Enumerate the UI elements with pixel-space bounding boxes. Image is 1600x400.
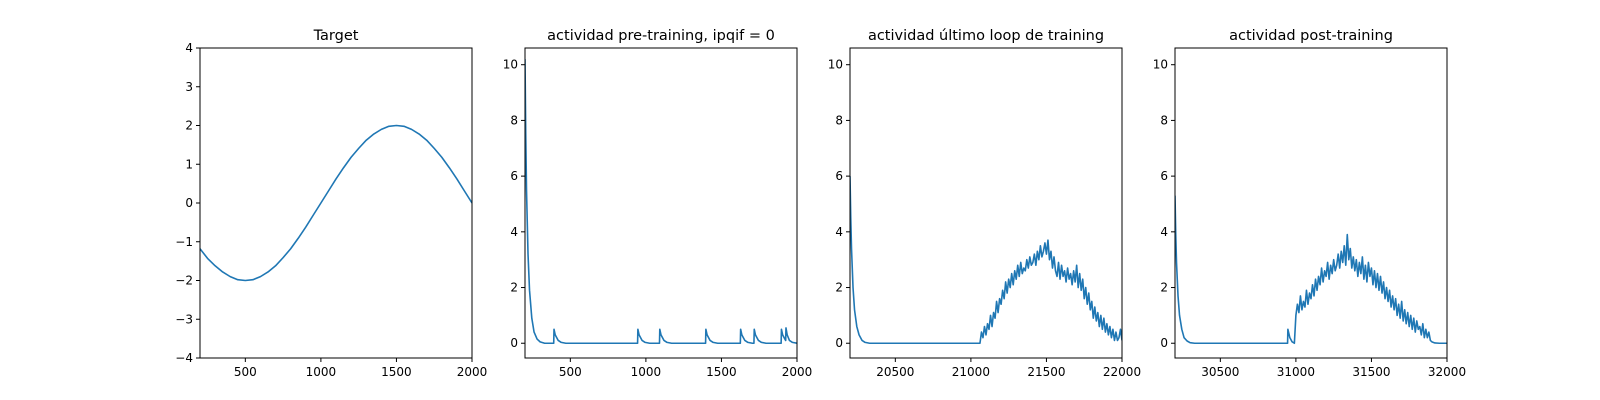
y-tick-label: 8 xyxy=(1160,113,1168,127)
x-tick-label: 22000 xyxy=(1103,365,1141,379)
y-tick-label: 2 xyxy=(1160,281,1168,295)
y-tick-label: −2 xyxy=(175,274,193,288)
series-line xyxy=(1175,195,1447,345)
series-line xyxy=(525,59,797,345)
y-tick-label: 10 xyxy=(503,58,518,72)
x-tick-label: 21000 xyxy=(952,365,990,379)
y-tick-label: 4 xyxy=(185,41,193,55)
axes-frame xyxy=(199,47,473,359)
axes-frame xyxy=(524,47,798,359)
y-tick-label: −1 xyxy=(175,235,193,249)
x-tick-label: 32000 xyxy=(1428,365,1466,379)
x-tick-label: 1000 xyxy=(306,365,337,379)
chart-title: Target xyxy=(313,28,359,44)
y-tick-label: 4 xyxy=(1160,225,1168,239)
y-tick-label: 8 xyxy=(510,113,518,127)
chart-title: actividad pre-training, ipqif = 0 xyxy=(547,28,775,44)
y-tick-label: 10 xyxy=(1153,58,1168,72)
x-tick-label: 500 xyxy=(559,365,582,379)
x-tick-label: 31000 xyxy=(1277,365,1315,379)
y-tick-label: −4 xyxy=(175,351,193,365)
y-tick-label: 0 xyxy=(1160,336,1168,350)
y-tick-label: 8 xyxy=(835,113,843,127)
y-tick-label: 4 xyxy=(835,225,843,239)
x-tick-label: 31500 xyxy=(1352,365,1390,379)
y-tick-label: 6 xyxy=(835,169,843,183)
y-tick-label: 0 xyxy=(510,336,518,350)
x-tick-label: 500 xyxy=(234,365,257,379)
y-tick-label: 0 xyxy=(835,336,843,350)
y-tick-label: 3 xyxy=(185,80,193,94)
x-tick-label: 1500 xyxy=(706,365,737,379)
y-tick-label: 2 xyxy=(835,281,843,295)
x-tick-label: 2000 xyxy=(782,365,813,379)
y-tick-label: 1 xyxy=(185,157,193,171)
x-tick-label: 1500 xyxy=(381,365,412,379)
subplot-pre-training: actividad pre-training, ipqif = 0 500 100… xyxy=(503,28,813,379)
y-tick-label: 0 xyxy=(185,196,193,210)
subplot-target: Target 500 1000 1500 2000 −4 −3 −2 −1 0 1 2 3 4 xyxy=(175,28,487,379)
y-tick-label: 2 xyxy=(510,281,518,295)
y-tick-label: 6 xyxy=(1160,169,1168,183)
series-line xyxy=(850,176,1122,345)
chart-title: actividad post-training xyxy=(1229,28,1393,44)
subplot-last-training-loop: actividad último loop de training 20500 2… xyxy=(828,28,1141,379)
y-tick-label: 4 xyxy=(510,225,518,239)
y-tick-label: 10 xyxy=(828,58,843,72)
x-tick-label: 20500 xyxy=(876,365,914,379)
y-tick-label: −3 xyxy=(175,312,193,326)
y-tick-label: 6 xyxy=(510,169,518,183)
x-tick-label: 30500 xyxy=(1201,365,1239,379)
subplot-post-training: actividad post-training 30500 31000 31500 3… xyxy=(1153,28,1466,379)
x-tick-label: 21500 xyxy=(1027,365,1065,379)
chart-title: actividad último loop de training xyxy=(868,28,1104,44)
x-tick-label: 2000 xyxy=(457,365,488,379)
series-line xyxy=(200,124,472,282)
x-tick-label: 1000 xyxy=(631,365,662,379)
y-tick-label: 2 xyxy=(185,119,193,133)
axes-frame xyxy=(849,47,1123,359)
axes-frame xyxy=(1174,47,1448,359)
